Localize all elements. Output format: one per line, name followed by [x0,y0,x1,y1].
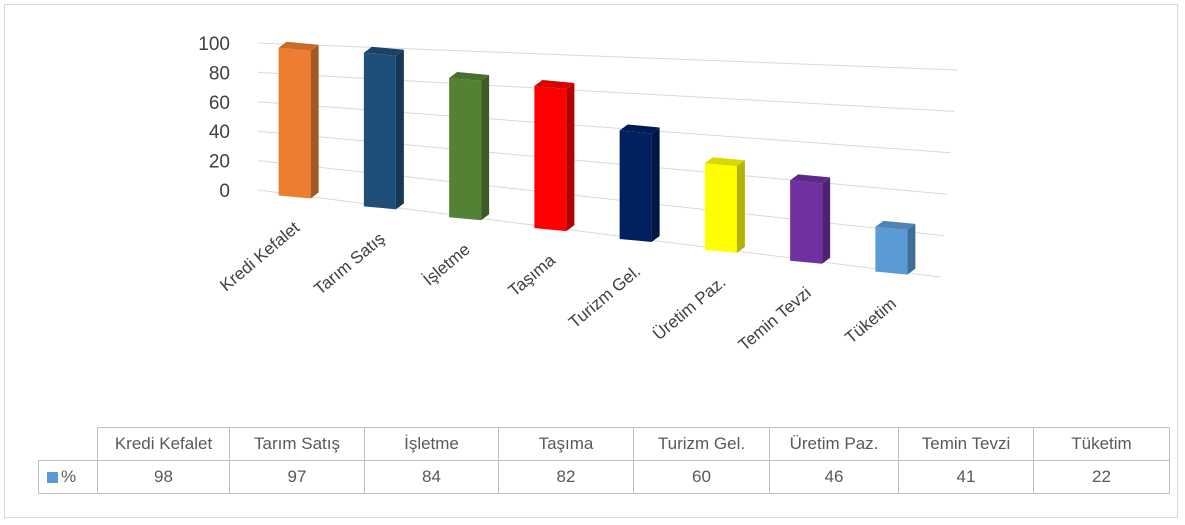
table-header-cell: Kredi Kefalet [97,427,230,461]
bar-5 [704,157,745,253]
bar-6 [790,174,831,264]
table-value-cell: 97 [229,460,365,494]
bar-top [790,174,831,184]
table-value-cell: 22 [1033,460,1170,494]
bar-4 [619,124,660,242]
x-tick-label: Tarım Satış [310,229,388,299]
bar-front [449,77,482,221]
bar-front [534,85,567,232]
table-header-cell: Temin Tevzi [898,427,1034,461]
bar-front [704,163,737,253]
bar-side [310,44,319,199]
table-value-cell: 60 [633,460,770,494]
table-row: % 98 97 84 82 60 46 41 22 [38,460,1170,494]
x-tick-label: Üretim Paz. [649,272,729,344]
bar-top [363,46,404,56]
table-header-cell: Tüketim [1033,427,1170,461]
bar-side [566,82,575,232]
gridline [257,71,955,112]
bar-side [822,177,831,264]
x-tick-label: Tüketim [841,294,900,347]
y-tick-label: 60 [209,93,230,114]
y-tick-label: 20 [209,152,230,173]
bar-side [651,127,660,242]
bar-top [704,157,745,167]
gridline [257,130,948,195]
x-tick-label: Temin Tevzi [735,283,815,354]
bar-top [875,220,916,230]
chart-plot: 0 20 40 60 80 100 Kredi Kefalet Tarım Satış İşl… [198,34,959,355]
x-tick-label: İşletme [420,240,474,290]
bar-side [736,160,745,253]
y-tick-label: 80 [209,63,230,84]
bar-2 [449,71,490,221]
bar-front [278,47,311,199]
gridline [257,101,951,154]
table-value-cell: 82 [498,460,634,494]
y-tick-label: 0 [219,181,230,202]
table-header-cell: Turizm Gel. [633,427,770,461]
bar-1 [363,46,404,210]
series-header-cell: % [38,460,98,494]
y-tick-label: 40 [209,122,230,143]
x-tick-label: Kredi Kefalet [216,218,303,295]
table-header-cell: Tarım Satış [229,427,365,461]
bar-top [619,124,660,134]
gridline [257,42,959,71]
bar-top [278,41,319,51]
data-table: Kredi Kefalet Tarım Satış İşletme Taşıma Tur… [38,427,1170,494]
table-value-cell: 41 [898,460,1034,494]
table-header-cell: Taşıma [498,427,634,461]
bar-7 [875,220,916,275]
bar-front [790,180,823,264]
x-tick-label: Taşıma [505,250,560,300]
bar-front [363,52,396,210]
gridline [257,160,944,237]
bar-0 [278,41,319,199]
bars [278,41,916,275]
table-header-cell: Üretim Paz. [769,427,899,461]
table-value-cell: 84 [364,460,499,494]
bar-top [534,79,575,89]
table-value-cell: 46 [769,460,899,494]
table-header-cell: İşletme [364,427,499,461]
legend-key-icon [47,472,58,484]
y-tick-label: 100 [198,34,230,55]
bar-front [619,130,652,242]
bar-top [449,71,490,81]
x-tick-label: Turizm Gel. [565,261,644,332]
table-value-cell: 98 [97,460,230,494]
bar-front [875,226,908,275]
series-name: % [61,467,77,486]
bar-3 [534,79,575,232]
bar-side [395,49,404,210]
bar-side [907,223,916,275]
table-header-row: Kredi Kefalet Tarım Satış İşletme Taşıma Tur… [38,427,1170,461]
y-axis-ticks: 0 20 40 60 80 100 [198,34,230,202]
bar-side [481,74,490,221]
chart-frame [4,4,1178,518]
table-corner-cell [38,427,98,461]
